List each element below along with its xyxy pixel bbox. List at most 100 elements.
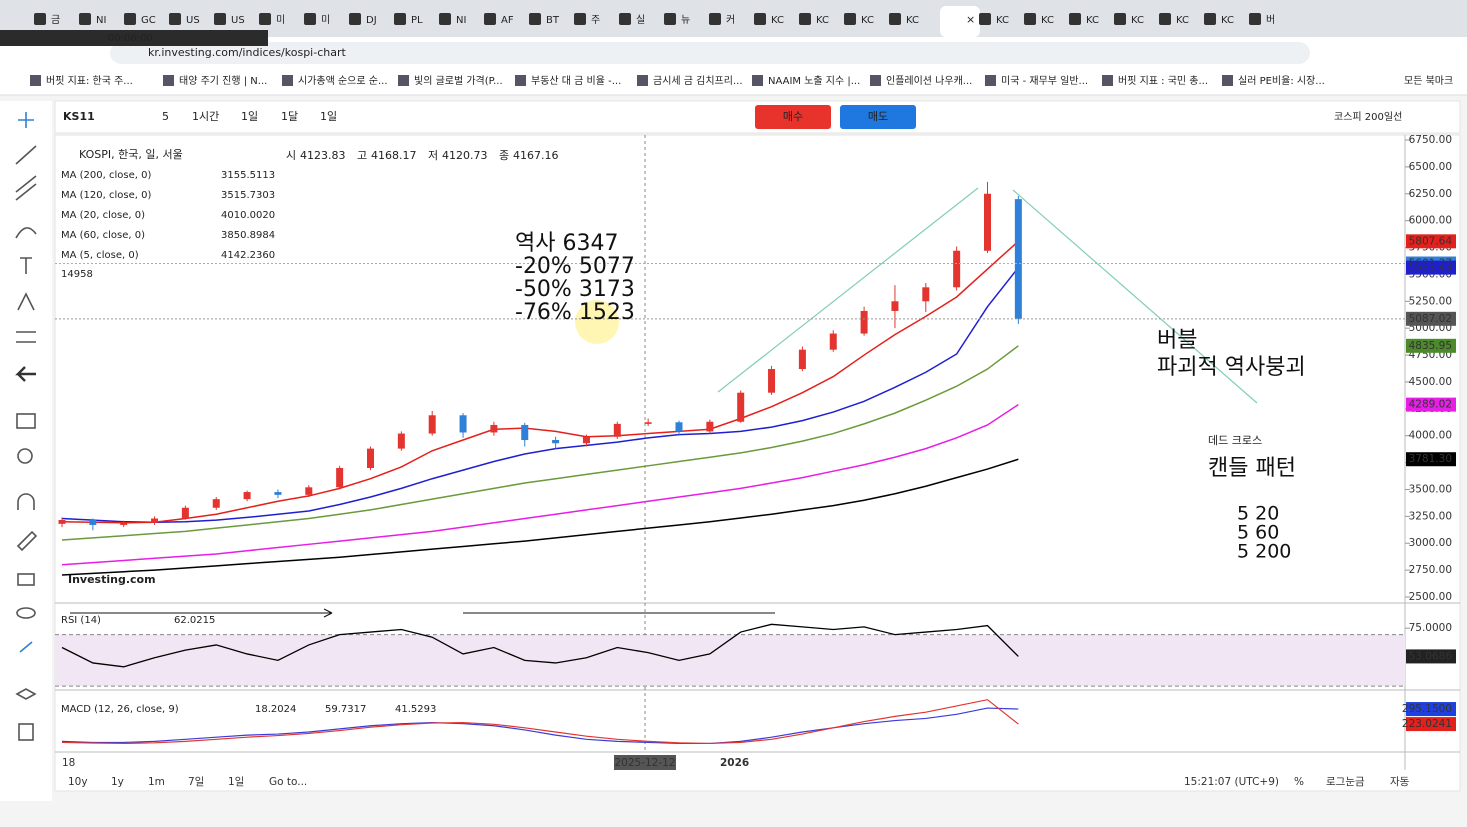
tab-icon[interactable]: [1159, 13, 1171, 25]
range-button[interactable]: 7일: [188, 775, 204, 788]
tab-icon[interactable]: [439, 13, 451, 25]
tab-icon[interactable]: [1114, 13, 1126, 25]
tab-label[interactable]: US: [186, 15, 200, 26]
interval[interactable]: 1시간: [192, 110, 219, 123]
bookmark-icon[interactable]: [752, 75, 763, 86]
all-bookmarks[interactable]: 모든 북마크: [1404, 75, 1453, 87]
tab-icon[interactable]: [169, 13, 181, 25]
sell[interactable]: 매도: [868, 110, 888, 123]
bookmark[interactable]: 버핏 지표: 한국 주...: [46, 75, 133, 87]
url[interactable]: kr.investing.com/indices/kospi-chart: [148, 46, 346, 59]
preset[interactable]: 코스피 200일선: [1334, 111, 1402, 123]
bookmark-icon[interactable]: [1222, 75, 1233, 86]
tab-label[interactable]: KC: [1041, 15, 1054, 26]
tab-icon[interactable]: [394, 13, 406, 25]
tab-icon[interactable]: [529, 13, 541, 25]
tab-label[interactable]: 버: [1266, 14, 1275, 26]
tab-label[interactable]: DJ: [366, 15, 377, 26]
tab-label[interactable]: KC: [1086, 15, 1099, 26]
tab-icon[interactable]: [979, 13, 991, 25]
bookmark-icon[interactable]: [282, 75, 293, 86]
tab-label[interactable]: KC: [861, 15, 874, 26]
interval[interactable]: 5: [162, 110, 169, 123]
bookmark[interactable]: 시가총액 순으로 순...: [298, 75, 388, 87]
option[interactable]: %: [1294, 776, 1304, 788]
tab-label[interactable]: KC: [996, 15, 1009, 26]
tab-icon[interactable]: [1249, 13, 1261, 25]
buy[interactable]: 매수: [783, 110, 803, 123]
range-button[interactable]: 1y: [111, 776, 124, 788]
bookmark[interactable]: 인플레이션 나우캐...: [886, 75, 972, 87]
tab-label[interactable]: 주: [591, 15, 600, 26]
tab-label[interactable]: AF: [501, 15, 514, 26]
tab-icon[interactable]: [889, 13, 901, 25]
bookmark-icon[interactable]: [163, 75, 174, 86]
tab-label[interactable]: NI: [456, 15, 466, 26]
bookmark[interactable]: 실러 PE비율: 시장...: [1238, 75, 1325, 87]
tab-label[interactable]: KC: [1131, 15, 1144, 26]
tab-label[interactable]: KC: [771, 15, 784, 26]
range-button[interactable]: 10y: [68, 776, 88, 788]
tab-label[interactable]: BT: [546, 15, 560, 26]
range-button[interactable]: 1일: [228, 775, 244, 788]
sell-button[interactable]: [840, 105, 916, 129]
tab-icon[interactable]: [574, 13, 586, 25]
buy-button[interactable]: [755, 105, 831, 129]
tab-label[interactable]: 미: [276, 14, 285, 26]
bookmark-icon[interactable]: [985, 75, 996, 86]
active-tab[interactable]: [940, 6, 980, 37]
tab-label[interactable]: 뉴: [681, 14, 690, 26]
bookmark-icon[interactable]: [1102, 75, 1113, 86]
tab-label[interactable]: KC: [906, 15, 919, 26]
tab-label[interactable]: 커: [726, 14, 735, 26]
bookmark[interactable]: 빛의 글로벌 가격(P...: [414, 74, 503, 87]
bookmark[interactable]: 버핏 지표 : 국민 총...: [1118, 75, 1208, 87]
tab-icon[interactable]: [664, 13, 676, 25]
tab-label[interactable]: KC: [1221, 15, 1234, 26]
tab-icon[interactable]: [214, 13, 226, 25]
tab-icon[interactable]: [619, 13, 631, 25]
bookmark[interactable]: 금시세 금 김치프리...: [653, 75, 743, 87]
symbol[interactable]: KS11: [63, 110, 95, 123]
tab-icon[interactable]: [1024, 13, 1036, 25]
bookmark-icon[interactable]: [637, 75, 648, 86]
tab-icon[interactable]: [304, 13, 316, 25]
interval[interactable]: 1달: [281, 110, 298, 123]
bookmark-icon[interactable]: [515, 75, 526, 86]
tab-icon[interactable]: [1069, 13, 1081, 25]
tab-label[interactable]: GC: [141, 15, 156, 26]
tab-icon[interactable]: [799, 13, 811, 25]
tab-label[interactable]: US: [231, 15, 245, 26]
tab-icon[interactable]: [259, 13, 271, 25]
tab-icon[interactable]: [1204, 13, 1216, 25]
interval[interactable]: 1일: [320, 109, 337, 123]
range-button[interactable]: Go to...: [269, 776, 307, 788]
tab-icon[interactable]: [484, 13, 496, 25]
option[interactable]: 로그눈금: [1326, 776, 1365, 788]
tab-label[interactable]: 실: [636, 14, 645, 26]
option[interactable]: 자동: [1390, 776, 1410, 788]
bookmark[interactable]: 미국 - 재무부 일반...: [1001, 75, 1088, 87]
bookmark-icon[interactable]: [870, 75, 881, 86]
tab-label[interactable]: PL: [411, 15, 423, 26]
url-field[interactable]: [110, 42, 1310, 64]
tab-icon[interactable]: [754, 13, 766, 25]
tab-label[interactable]: 미: [321, 14, 330, 26]
bookmark-icon[interactable]: [398, 75, 409, 86]
tool-icons[interactable]: [15, 112, 38, 741]
tab-label[interactable]: KC: [1176, 15, 1189, 26]
tab-icon[interactable]: [34, 13, 46, 25]
tab-icon[interactable]: [79, 13, 91, 25]
range-button[interactable]: 1m: [148, 776, 165, 788]
tab-icon[interactable]: [349, 13, 361, 25]
tab-label[interactable]: 금: [51, 14, 60, 26]
tab-icon[interactable]: [844, 13, 856, 25]
tab-icon[interactable]: [124, 13, 136, 25]
tab-label[interactable]: KC: [816, 15, 829, 26]
tab-label[interactable]: NI: [96, 15, 106, 26]
bookmark[interactable]: 태양 주기 진행 | N...: [179, 75, 267, 87]
tab-icon[interactable]: [709, 13, 721, 25]
bookmark-icon[interactable]: [30, 75, 41, 86]
tab-close[interactable]: ×: [966, 13, 975, 26]
bookmark[interactable]: 부동산 대 금 비율 -...: [531, 75, 621, 87]
